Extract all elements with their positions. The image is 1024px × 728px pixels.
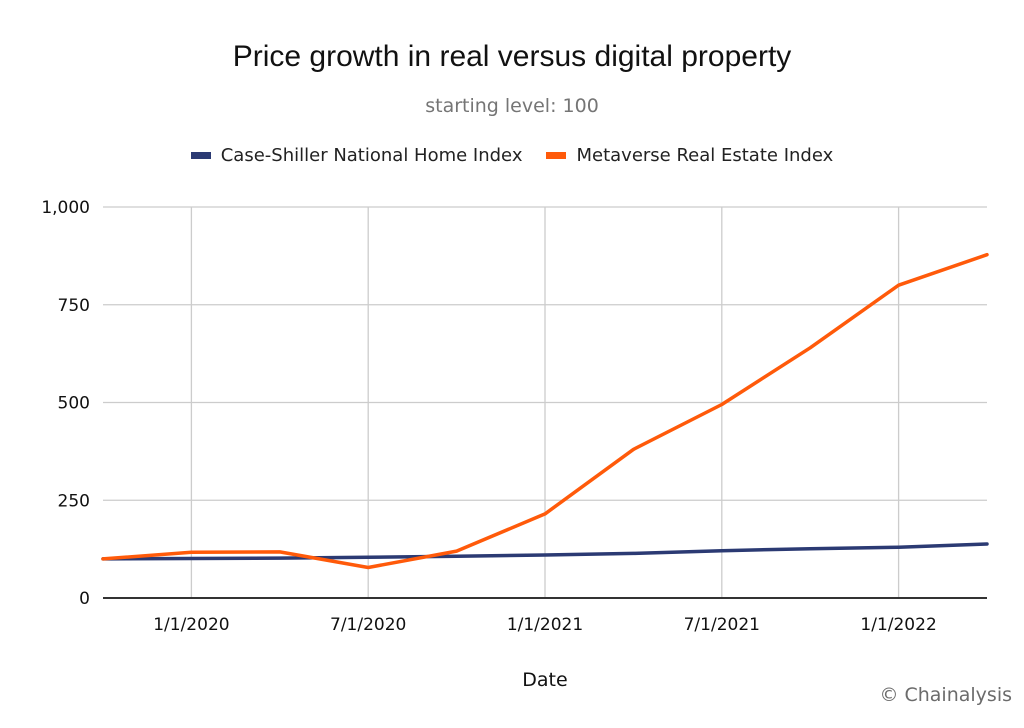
legend-item-case-shiller[interactable]: Case-Shiller National Home Index [190,145,523,166]
y-tick-label: 750 [58,296,90,316]
legend-swatch-metaverse [546,152,567,159]
axis-layer: 0 250 500 750 1,000 1/1/2020 7/1/2020 1/1/2021 7… [41,198,987,635]
y-tick-label: 1,000 [41,198,90,218]
x-tick-label: 7/1/2021 [684,615,760,635]
x-tick-label: 7/1/2020 [330,615,406,635]
x-tick-label: 1/1/2020 [153,615,229,635]
y-tick-label: 0 [79,589,90,609]
grid-layer [103,206,987,598]
legend-label-metaverse: Metaverse Real Estate Index [576,145,834,166]
y-tick-label: 500 [58,394,90,414]
y-tick-label: 250 [58,491,90,511]
chart-subtitle: starting level: 100 [425,95,599,117]
chart-title: Price growth in real versus digital prop… [232,40,792,73]
legend-label-case-shiller: Case-Shiller National Home Index [220,145,523,166]
series-layer [101,252,989,570]
legend: Case-Shiller National Home Index Metaver… [0,145,1024,166]
copyright-credit: © Chainalysis [879,684,1012,706]
x-tick-label: 1/1/2021 [507,615,583,635]
x-axis-title: Date [522,669,567,691]
x-tick-label: 1/1/2022 [860,615,936,635]
legend-swatch-case-shiller [190,152,211,159]
legend-item-metaverse[interactable]: Metaverse Real Estate Index [546,145,833,166]
